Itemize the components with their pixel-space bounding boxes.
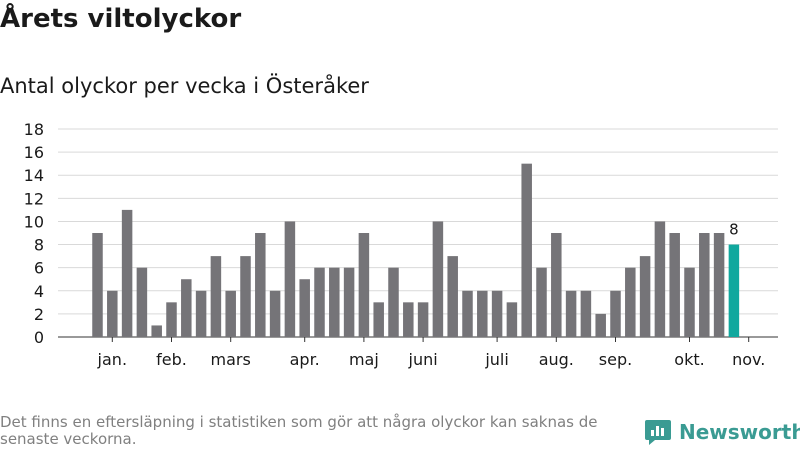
bar <box>284 221 296 337</box>
x-tick-label: sep. <box>599 350 632 369</box>
bar <box>462 290 473 337</box>
bar <box>506 302 518 337</box>
bar <box>121 209 133 337</box>
x-axis-ticks: jan. feb. mars apr. maj juni juli aug. sep. okt. n… <box>97 337 765 369</box>
bar <box>107 290 118 337</box>
bar <box>536 267 547 337</box>
y-tick-label: 16 <box>24 143 44 162</box>
bar <box>329 267 340 337</box>
bar-latest <box>728 244 740 337</box>
x-tick-label: maj <box>349 350 379 369</box>
y-tick-label: 14 <box>24 166 44 185</box>
bar <box>225 290 236 337</box>
bar <box>669 233 680 337</box>
bar <box>432 221 444 337</box>
bar <box>343 267 355 337</box>
x-tick-label: feb. <box>156 350 187 369</box>
bar <box>639 256 651 337</box>
bar <box>521 163 532 337</box>
bar <box>358 233 370 337</box>
bar <box>388 267 399 337</box>
bar <box>610 290 621 337</box>
x-tick-label: aug. <box>539 350 574 369</box>
bar <box>299 279 310 337</box>
y-axis-ticks: 0 2 4 6 8 10 12 14 16 18 <box>24 120 44 347</box>
bar <box>181 279 192 337</box>
y-tick-label: 18 <box>24 120 44 139</box>
x-tick-label: jan. <box>97 350 127 369</box>
newsworthy-logo-icon <box>645 420 671 445</box>
x-tick-label: juni <box>408 350 438 369</box>
bar <box>314 267 325 337</box>
chart-subtitle: Antal olyckor per vecka i Österåker <box>0 74 369 98</box>
bar <box>210 256 222 337</box>
bar <box>403 302 414 337</box>
bar <box>240 256 251 337</box>
bar <box>136 267 148 337</box>
bar <box>699 233 710 337</box>
bar <box>595 313 606 337</box>
chart-title: Årets viltolyckor <box>0 4 242 34</box>
x-tick-label: apr. <box>290 350 320 369</box>
data-labels: 8 <box>729 221 739 239</box>
bar <box>151 325 162 337</box>
bar <box>477 290 488 337</box>
bar <box>269 290 281 337</box>
bar-chart: 0 2 4 6 8 10 12 14 16 18 8 jan. feb. mars apr. maj jun… <box>24 120 778 369</box>
bar <box>447 256 458 337</box>
bar <box>255 233 266 337</box>
data-label: 8 <box>729 221 739 239</box>
bar <box>92 233 103 337</box>
bars <box>92 163 740 337</box>
bar <box>625 267 636 337</box>
y-tick-label: 4 <box>34 282 44 301</box>
bar <box>491 290 503 337</box>
x-tick-label: mars <box>211 350 251 369</box>
bar <box>195 290 207 337</box>
bar <box>713 233 725 337</box>
bar <box>373 302 384 337</box>
y-tick-label: 10 <box>24 212 44 231</box>
y-tick-label: 2 <box>34 305 44 324</box>
bar <box>654 221 666 337</box>
y-tick-label: 6 <box>34 259 44 278</box>
y-tick-label: 12 <box>24 189 44 208</box>
x-tick-label: okt. <box>674 350 704 369</box>
x-tick-label: nov. <box>732 350 765 369</box>
brand-logo[interactable]: Newsworthy <box>645 418 800 446</box>
gridlines <box>58 128 778 338</box>
y-tick-label: 8 <box>34 236 44 255</box>
bar <box>565 290 577 337</box>
x-tick-label: juli <box>484 350 508 369</box>
bar <box>166 302 177 337</box>
bar <box>551 233 562 337</box>
bar <box>580 290 592 337</box>
footnote: Det finns en eftersläpning i statistiken… <box>0 413 598 448</box>
brand-name: Newsworthy <box>679 420 800 444</box>
bar <box>684 267 695 337</box>
bar <box>417 302 429 337</box>
y-tick-label: 0 <box>34 328 44 347</box>
